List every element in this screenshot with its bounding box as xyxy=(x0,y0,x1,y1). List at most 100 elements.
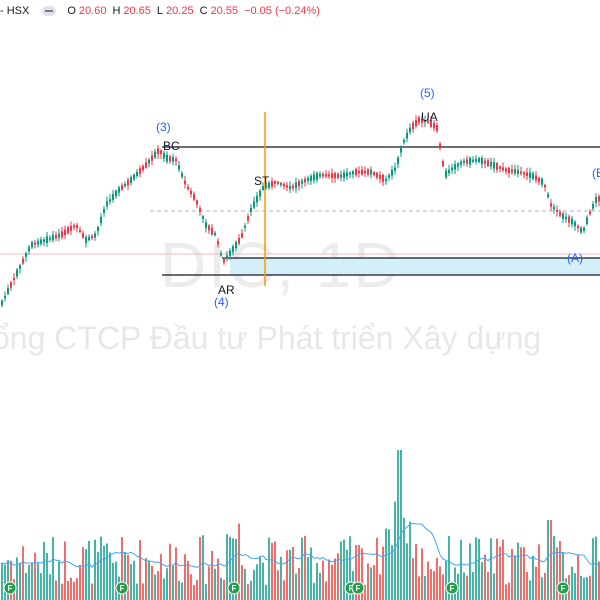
volume-bar xyxy=(469,543,471,600)
volume-bar xyxy=(478,538,480,600)
hide-legend-icon[interactable] xyxy=(42,6,57,16)
volume-bar xyxy=(88,540,90,600)
wyckoff-label-bc: BC xyxy=(163,139,180,153)
high-value: 20.65 xyxy=(123,5,151,17)
candle-body xyxy=(247,216,249,221)
volume-bar xyxy=(103,545,105,600)
candle-body xyxy=(379,174,381,179)
volume-bar xyxy=(142,583,144,600)
dividend-event-marker[interactable]: F xyxy=(351,581,365,595)
candle-body xyxy=(67,227,69,234)
candle-body xyxy=(295,182,297,189)
candle-body xyxy=(571,218,573,225)
volume-bar xyxy=(409,521,411,600)
low-value: 20.25 xyxy=(166,5,194,17)
volume-bar xyxy=(367,563,369,600)
candle-body xyxy=(148,159,150,164)
event-markers[interactable]: F F F F F F F xyxy=(3,581,570,595)
volume-bar xyxy=(148,560,150,600)
support-zone[interactable] xyxy=(230,258,600,275)
candle-body xyxy=(76,224,78,229)
dividend-event-marker[interactable]: F xyxy=(115,581,129,595)
svg-text:F: F xyxy=(120,584,125,593)
symbol-exchange[interactable]: - HSX xyxy=(0,5,30,17)
volume-bar xyxy=(202,535,204,600)
volume-bar xyxy=(280,556,282,600)
close-value: 20.55 xyxy=(210,5,239,17)
candle-body xyxy=(391,169,393,176)
candle-body xyxy=(208,225,210,231)
candle-body xyxy=(409,127,411,133)
volume-bar xyxy=(541,577,543,600)
volume-bar xyxy=(154,574,156,600)
volume-bar xyxy=(175,547,177,600)
volume-bar xyxy=(85,549,87,600)
candle-body xyxy=(478,157,480,163)
volume-bar xyxy=(502,539,504,600)
volume-bar xyxy=(124,552,126,600)
svg-text:F: F xyxy=(349,584,354,593)
candle-body xyxy=(547,194,549,197)
candle-body xyxy=(7,288,9,294)
volume-series xyxy=(1,450,600,600)
candle-body xyxy=(439,143,441,149)
candle-body xyxy=(364,170,366,174)
volume-bar xyxy=(157,571,159,600)
volume-bar xyxy=(493,573,495,600)
volume-bar xyxy=(556,547,558,600)
volume-bar xyxy=(472,572,474,600)
volume-bar xyxy=(223,579,225,600)
volume-bar xyxy=(31,562,33,600)
dividend-event-marker[interactable]: F xyxy=(227,581,241,595)
volume-bar xyxy=(274,541,276,600)
dividend-event-marker[interactable]: F xyxy=(3,581,17,595)
candle-body xyxy=(331,173,333,179)
candle-body xyxy=(454,164,456,170)
wave-label-3: (3) xyxy=(156,120,171,134)
candle-body xyxy=(445,170,447,178)
candle-body xyxy=(175,158,177,162)
dividend-event-marker[interactable]: F xyxy=(556,581,570,595)
volume-bar xyxy=(196,580,198,600)
candle-body xyxy=(508,167,510,174)
volume-bar xyxy=(133,560,135,600)
candle-body xyxy=(361,169,363,175)
candle-body xyxy=(115,190,117,197)
volume-bar xyxy=(307,557,309,600)
candle-body xyxy=(220,253,222,256)
candle-body xyxy=(103,208,105,214)
volume-bar xyxy=(121,537,123,600)
volume-bar xyxy=(73,581,75,600)
candle-body xyxy=(319,173,321,177)
candle-body xyxy=(475,159,477,162)
volume-bar xyxy=(337,553,339,600)
candle-body xyxy=(214,232,216,236)
volume-bar xyxy=(532,555,534,600)
candle-body xyxy=(394,167,396,171)
volume-bar xyxy=(265,584,267,600)
dividend-event-marker[interactable]: F xyxy=(445,581,459,595)
candle-body xyxy=(268,182,270,188)
candle-body xyxy=(256,195,258,203)
volume-bar xyxy=(163,578,165,600)
candle-body xyxy=(574,221,576,227)
volume-bar xyxy=(388,529,390,600)
open-label: O xyxy=(67,5,76,17)
candle-body xyxy=(496,163,498,171)
volume-bar xyxy=(145,558,147,600)
candle-body xyxy=(238,237,240,244)
volume-bar xyxy=(517,542,519,600)
candle-body xyxy=(448,169,450,174)
volume-bar xyxy=(313,582,315,600)
volume-moving-average xyxy=(1,522,600,568)
volume-bar xyxy=(214,568,216,600)
candle-body xyxy=(502,167,504,171)
candle-body xyxy=(472,159,474,162)
svg-text:F: F xyxy=(356,584,361,593)
high-label: H xyxy=(112,5,121,17)
change-value: −0.05 (−0.24%) xyxy=(244,5,320,17)
volume-bar xyxy=(94,539,96,600)
candle-body xyxy=(304,178,306,183)
candle-body xyxy=(40,239,42,244)
